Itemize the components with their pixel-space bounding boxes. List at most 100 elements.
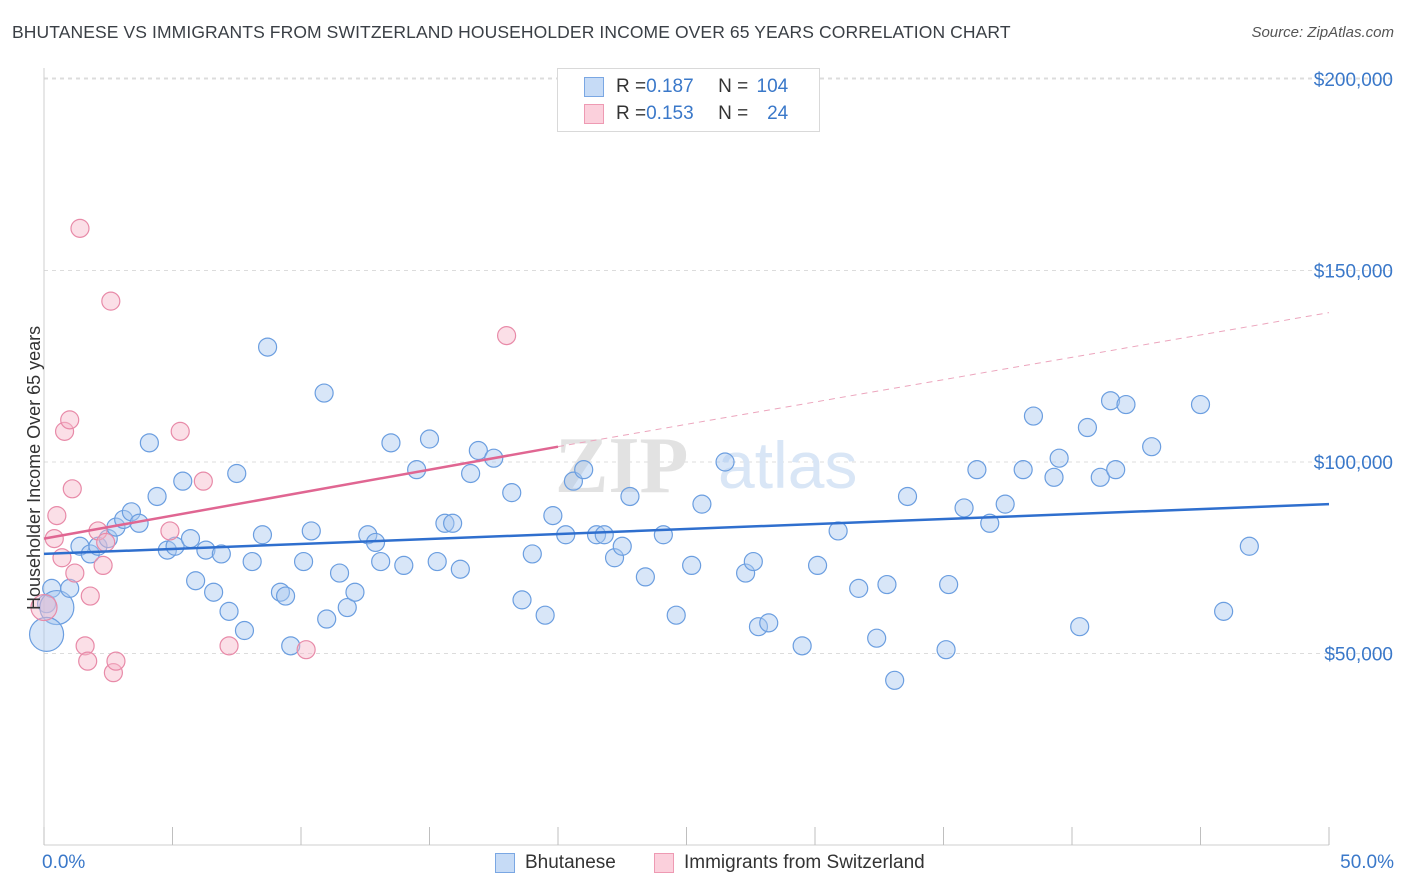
data-point-bhutanese: [281, 636, 301, 656]
data-point-bhutanese: [574, 460, 594, 480]
series-name: Bhutanese: [525, 852, 616, 873]
data-point-bhutanese: [877, 574, 897, 595]
data-point-bhutanese: [196, 540, 216, 560]
data-point-bhutanese: [257, 337, 278, 357]
series-swatch-bhutanese: [495, 853, 515, 873]
y-axis-label: Householder Income Over 65 years: [24, 325, 44, 610]
data-point-bhutanese: [759, 613, 779, 633]
data-point-switzerland: [62, 479, 82, 499]
data-point-bhutanese: [186, 571, 206, 591]
data-point-switzerland: [106, 651, 126, 671]
data-point-bhutanese: [358, 525, 378, 545]
data-point-bhutanese: [337, 597, 357, 618]
x-tick-label-max: 50.0%: [1340, 852, 1394, 873]
data-point-bhutanese: [849, 578, 869, 598]
data-point-bhutanese: [301, 521, 321, 541]
data-point-bhutanese: [586, 525, 607, 545]
data-point-bhutanese: [620, 486, 640, 507]
data-point-bhutanese: [275, 586, 296, 606]
data-point-bhutanese: [748, 617, 769, 637]
data-point-bhutanese: [293, 551, 314, 572]
chart-title: BHUTANESE VS IMMIGRANTS FROM SWITZERLAND…: [12, 22, 1011, 42]
data-point-bhutanese: [792, 636, 812, 656]
data-point-bhutanese: [1116, 394, 1136, 415]
data-point-bhutanese: [635, 567, 655, 587]
data-point-switzerland: [65, 563, 85, 583]
y-tick-label: $200,000: [1314, 70, 1393, 91]
correlation-legend: R = 0.187 N = 104 R = 0.153 N = 24: [557, 68, 820, 132]
data-point-switzerland: [497, 326, 517, 346]
data-point-bhutanese: [743, 551, 763, 572]
series-swatch-switzerland: [654, 853, 674, 873]
trendline-switzerland: [43, 445, 559, 540]
source-label: Source: ZipAtlas.com: [1251, 24, 1394, 41]
legend-swatch-bhutanese: [584, 77, 604, 97]
legend-r-value: 0.187: [646, 76, 694, 97]
data-point-bhutanese: [604, 548, 625, 568]
data-point-bhutanese: [329, 563, 350, 583]
legend-n-label: N =: [718, 76, 749, 97]
data-point-bhutanese: [147, 486, 167, 507]
data-point-bhutanese: [1023, 406, 1044, 426]
data-point-bhutanese: [173, 471, 193, 491]
data-point-switzerland: [52, 548, 72, 568]
series-legend: Bhutanese Immigrants from Switzerland: [0, 852, 1406, 878]
data-point-switzerland: [103, 663, 123, 683]
data-point-bhutanese: [345, 582, 365, 602]
data-point-bhutanese: [317, 609, 337, 629]
legend-row-switzerland: R = 0.153 N = 24: [584, 101, 788, 127]
data-point-bhutanese: [522, 544, 542, 564]
data-point-bhutanese: [939, 574, 959, 595]
data-point-bhutanese: [1070, 617, 1090, 637]
series-legend-bhutanese: Bhutanese: [495, 852, 616, 874]
data-point-bhutanese: [1106, 460, 1126, 480]
data-point-bhutanese: [1142, 437, 1162, 457]
data-point-bhutanese: [867, 628, 887, 648]
watermark-atlas: atlas: [718, 428, 857, 502]
data-point-bhutanese: [967, 460, 987, 480]
data-point-bhutanese: [435, 513, 455, 533]
data-point-bhutanese: [371, 551, 391, 572]
data-point-bhutanese: [252, 525, 273, 545]
data-point-bhutanese: [270, 582, 291, 602]
data-point-bhutanese: [543, 506, 563, 526]
data-point-switzerland: [70, 218, 90, 238]
data-point-switzerland: [47, 506, 67, 526]
data-point-bhutanese: [139, 433, 159, 453]
y-tick-label: $150,000: [1314, 262, 1393, 283]
y-tick-label: $100,000: [1314, 453, 1393, 474]
data-point-bhutanese: [1013, 460, 1033, 480]
data-point-bhutanese: [502, 483, 522, 503]
data-point-bhutanese: [1044, 467, 1064, 487]
data-point-bhutanese: [1090, 467, 1110, 487]
x-tick-label-min: 0.0%: [42, 852, 86, 873]
series-name: Immigrants from Switzerland: [684, 852, 925, 873]
data-point-bhutanese: [28, 616, 65, 652]
legend-r-label: R =: [616, 103, 647, 124]
data-point-bhutanese: [954, 498, 974, 518]
data-point-bhutanese: [682, 555, 702, 576]
data-point-switzerland: [93, 555, 113, 576]
legend-n-label: N =: [718, 103, 749, 124]
data-point-switzerland: [60, 410, 80, 430]
trendline-bhutanese: [43, 502, 1330, 556]
data-point-bhutanese: [897, 486, 918, 507]
data-point-bhutanese: [419, 429, 440, 449]
data-point-bhutanese: [612, 536, 632, 556]
data-point-switzerland: [78, 651, 98, 671]
data-point-bhutanese: [219, 601, 239, 621]
legend-n-value: 104: [756, 76, 789, 97]
data-point-bhutanese: [227, 463, 247, 484]
data-point-bhutanese: [666, 605, 686, 625]
data-point-bhutanese: [885, 670, 905, 690]
data-point-switzerland: [80, 586, 100, 606]
data-point-bhutanese: [980, 513, 1000, 533]
data-point-bhutanese: [165, 536, 185, 556]
data-point-bhutanese: [443, 513, 463, 533]
series-legend-switzerland: Immigrants from Switzerland: [654, 852, 925, 874]
data-point-switzerland: [54, 421, 75, 441]
watermark-zip: ZIP: [555, 422, 688, 510]
data-point-bhutanese: [211, 544, 231, 564]
data-point-bhutanese: [1049, 448, 1069, 468]
data-point-bhutanese: [715, 452, 735, 472]
